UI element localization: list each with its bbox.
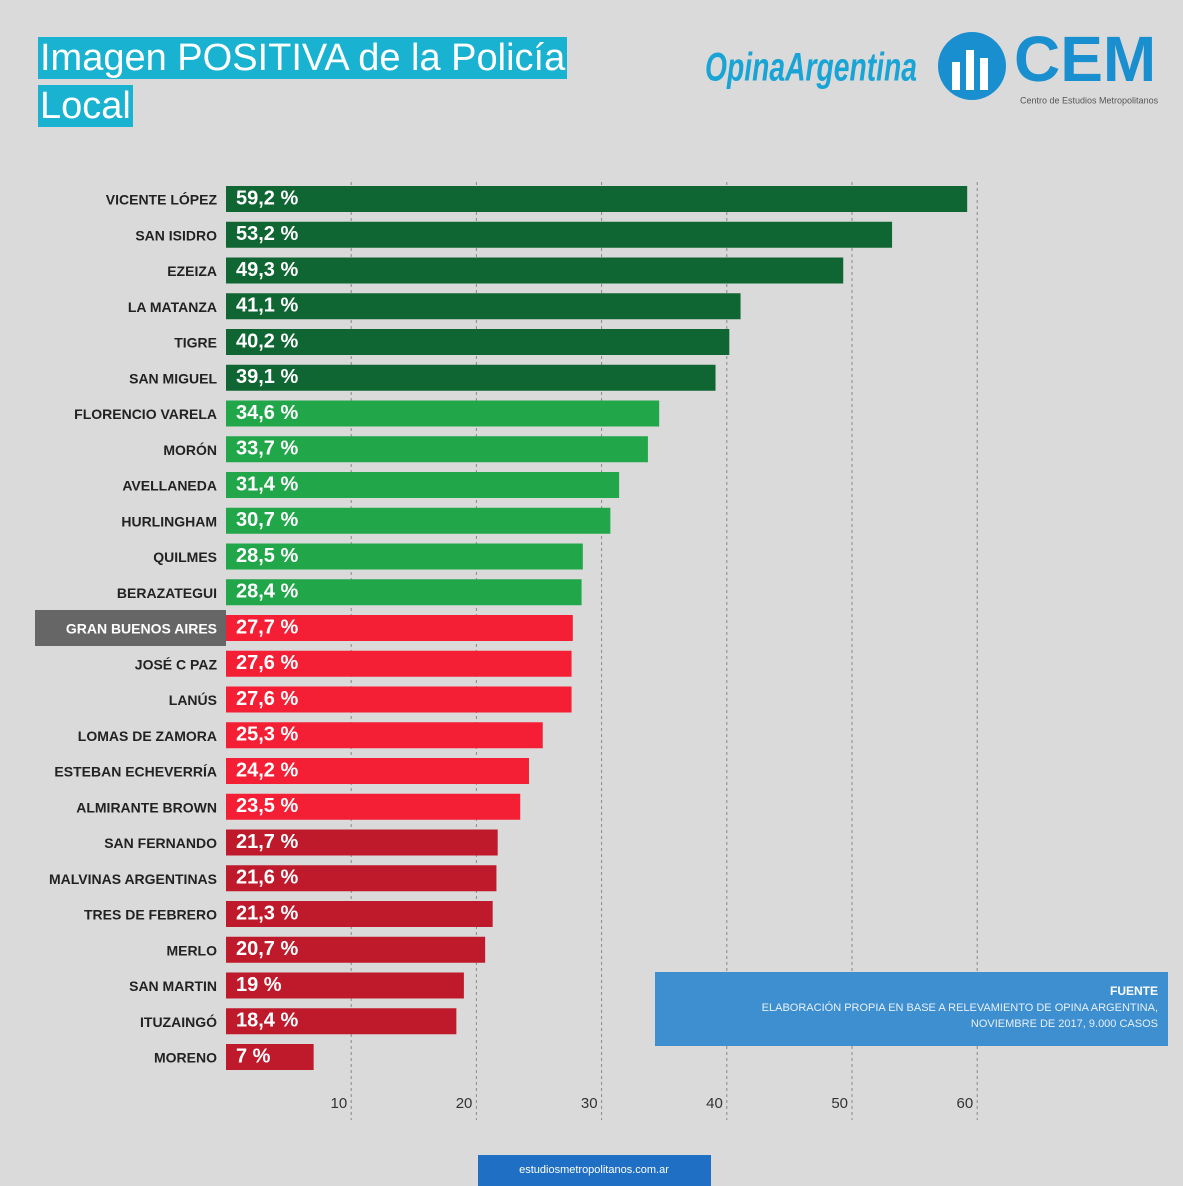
data-label: 21,3 % (236, 902, 298, 924)
logo-cem-icon (966, 50, 974, 90)
y-tick-label: SAN MARTIN (129, 978, 217, 994)
highlight-box (35, 610, 226, 646)
x-tick-label: 60 (957, 1095, 974, 1112)
data-label: 39,1 % (236, 366, 298, 388)
y-tick-label: LA MATANZA (128, 299, 217, 315)
y-tick-label: LOMAS DE ZAMORA (78, 728, 217, 744)
data-label: 49,3 % (236, 259, 298, 281)
y-tick-label: ESTEBAN ECHEVERRÍA (54, 764, 217, 780)
data-label: 59,2 % (236, 187, 298, 209)
logo-cem-icon (952, 62, 960, 90)
data-label: 41,1 % (236, 295, 298, 317)
source-text: NOVIEMBRE DE 2017, 9.000 CASOS (971, 1018, 1158, 1030)
data-label: 19 % (236, 974, 282, 996)
data-label: 34,6 % (236, 402, 298, 424)
bar (226, 936, 486, 963)
y-tick-label: ALMIRANTE BROWN (76, 799, 217, 815)
bar (226, 543, 583, 570)
y-tick-label: FLORENCIO VARELA (74, 406, 217, 422)
data-label: 53,2 % (236, 223, 298, 245)
y-tick-label: MERLO (166, 942, 217, 958)
data-label: 18,4 % (236, 1010, 298, 1032)
y-tick-label: JOSÉ C PAZ (135, 656, 218, 672)
bar (226, 472, 620, 498)
y-tick-label: HURLINGHAM (121, 513, 217, 529)
logo-cem: CEM (1014, 23, 1156, 95)
logo-cem-subtitle: Centro de Estudios Metropolitanos (1020, 95, 1159, 105)
y-tick-label: MALVINAS ARGENTINAS (49, 871, 217, 887)
y-tick-label: QUILMES (153, 549, 217, 565)
data-label: 27,7 % (236, 616, 298, 638)
bar (226, 722, 543, 749)
bar (226, 1008, 457, 1035)
data-label: 7 % (236, 1045, 271, 1067)
data-label: 30,7 % (236, 509, 298, 531)
data-label: 31,4 % (236, 473, 298, 495)
logo-cem-icon (980, 58, 988, 90)
bar (226, 221, 893, 248)
y-tick-label: MORENO (154, 1050, 217, 1066)
y-tick-label: GRAN BUENOS AIRES (66, 621, 217, 637)
source-title: FUENTE (1110, 984, 1158, 998)
bar (226, 186, 968, 212)
data-label: 28,4 % (236, 581, 298, 603)
y-tick-label: TRES DE FEBRERO (84, 907, 217, 923)
bar (226, 615, 573, 641)
data-label: 33,7 % (236, 438, 298, 460)
data-label: 40,2 % (236, 330, 298, 352)
data-label: 28,5 % (236, 545, 298, 567)
bar (226, 758, 529, 784)
x-tick-label: 50 (831, 1095, 848, 1112)
data-label: 24,2 % (236, 759, 298, 781)
bar (226, 507, 611, 534)
bar (226, 829, 498, 856)
data-label: 27,6 % (236, 688, 298, 710)
y-tick-label: EZEIZA (167, 263, 217, 279)
logo-opina: OpinaArgentina (705, 46, 917, 90)
bar (226, 293, 741, 320)
bar (226, 901, 493, 927)
bar (226, 793, 521, 820)
data-label: 23,5 % (236, 795, 298, 817)
bar (226, 972, 464, 999)
y-tick-label: MORÓN (163, 441, 217, 458)
bar (226, 329, 730, 355)
data-label: 21,6 % (236, 867, 298, 889)
source-box (655, 972, 1168, 1046)
y-tick-label: AVELLANEDA (122, 478, 217, 494)
x-tick-label: 30 (581, 1095, 598, 1112)
y-tick-label: SAN MIGUEL (129, 370, 217, 386)
data-label: 20,7 % (236, 938, 298, 960)
bar (226, 436, 648, 463)
y-tick-label: ITUZAINGÓ (140, 1013, 217, 1030)
y-tick-label: TIGRE (174, 335, 217, 351)
y-tick-label: BERAZATEGUI (117, 585, 217, 601)
data-label: 27,6 % (236, 652, 298, 674)
bar (226, 686, 572, 713)
y-tick-label: VICENTE LÓPEZ (106, 191, 218, 208)
data-label: 25,3 % (236, 724, 298, 746)
bar (226, 400, 660, 427)
footer-box (478, 1155, 711, 1186)
data-label: 21,7 % (236, 831, 298, 853)
x-tick-label: 40 (706, 1095, 723, 1112)
bar (226, 579, 582, 606)
y-tick-label: SAN FERNANDO (104, 835, 217, 851)
footer-text: estudiosmetropolitanos.com.ar (519, 1164, 669, 1176)
y-tick-label: SAN ISIDRO (135, 227, 217, 243)
x-tick-label: 20 (456, 1095, 473, 1112)
title-box: Imagen POSITIVA de la Policía Local (38, 34, 598, 130)
source-text: ELABORACIÓN PROPIA EN BASE A RELEVAMIENT… (762, 1001, 1158, 1014)
y-tick-label: LANÚS (169, 691, 217, 708)
bar (226, 650, 572, 677)
bar (226, 1044, 314, 1070)
x-tick-label: 10 (331, 1095, 348, 1112)
bar (226, 364, 716, 391)
bar (226, 865, 497, 892)
bar (226, 257, 844, 284)
